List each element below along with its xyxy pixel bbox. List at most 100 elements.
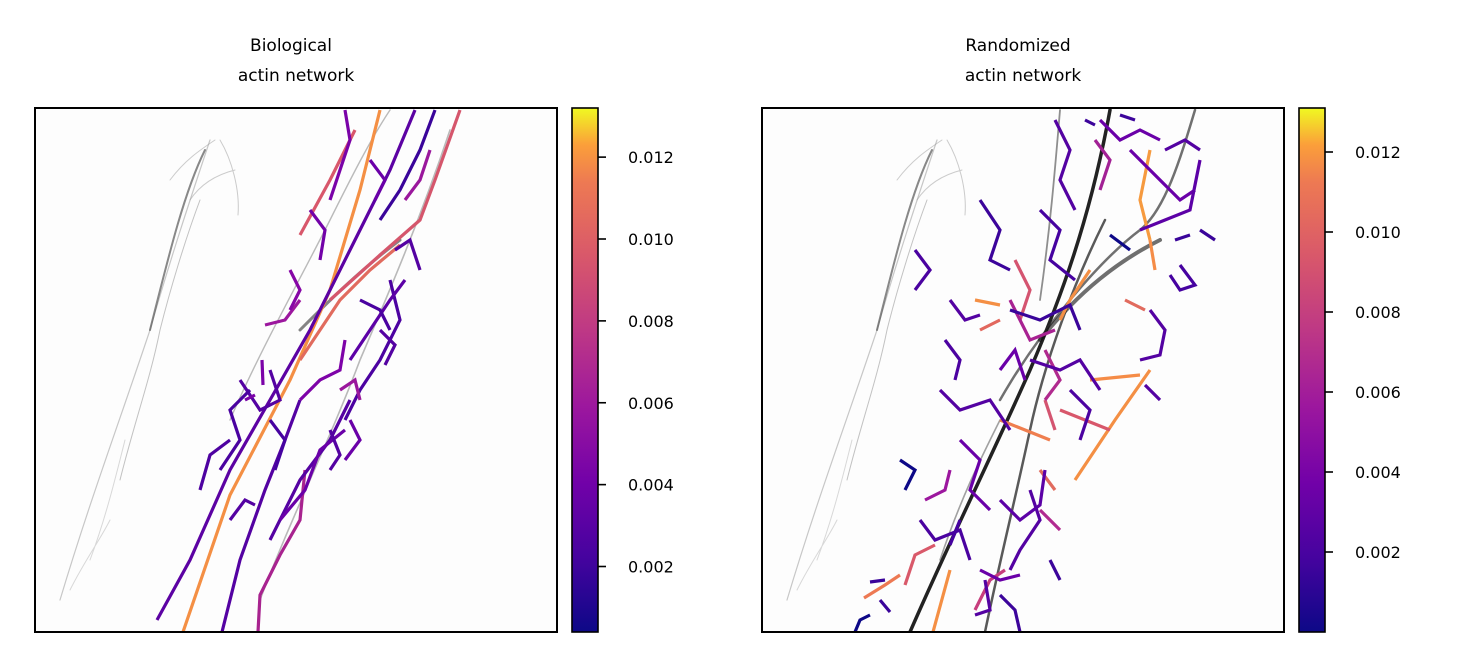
right-dark-filament (1039, 109, 1061, 301)
left-edge (220, 399, 302, 632)
left-edge (368, 159, 387, 201)
right-edge (899, 458, 918, 491)
right-edge (979, 568, 1021, 582)
left-edge (359, 298, 392, 331)
right-edge (1084, 113, 1136, 127)
right-edge (974, 298, 1001, 307)
right-edge (1013, 259, 1032, 321)
left-edge (343, 419, 362, 461)
left-edge (264, 299, 302, 327)
left-colorbar-tick-label: 0.008 (628, 312, 674, 331)
left-edge (228, 497, 256, 521)
left-edge (328, 109, 352, 201)
left-faint-filament (69, 439, 126, 591)
left-edge (348, 279, 407, 361)
left-edge (288, 269, 302, 311)
right-edge (943, 339, 962, 381)
right-edge (1068, 388, 1092, 441)
right-edge (999, 418, 1051, 442)
right-colorbar-tick-label: 0.008 (1355, 303, 1401, 322)
right-edge (1053, 119, 1077, 211)
right-edge (1089, 373, 1141, 382)
right-edge (1043, 399, 1057, 431)
right-edge (948, 299, 981, 322)
right-edge (869, 578, 892, 614)
left-colorbar-tick-label: 0.006 (628, 394, 674, 413)
right-edge (974, 579, 992, 617)
right-edge (1008, 489, 1042, 571)
right-edge (973, 568, 1006, 611)
right-edge (1109, 233, 1131, 252)
left-faint-filament (169, 139, 239, 216)
right-edge (1124, 298, 1146, 312)
right-edge (853, 613, 871, 632)
right-edge (913, 249, 932, 291)
right-edge (1168, 264, 1198, 292)
left-faint-filament (259, 129, 451, 601)
left-faint-filament (119, 199, 201, 481)
right-edge (1038, 469, 1057, 491)
right-edge (1174, 228, 1216, 242)
left-colorbar-tick-label: 0.010 (628, 230, 674, 249)
right-edge (1058, 269, 1092, 321)
right-edge (903, 543, 936, 586)
right-title-line1: Randomized (965, 36, 1070, 56)
right-network-edges (853, 113, 1216, 632)
right-dark-filament (908, 108, 1112, 632)
right-edge (948, 519, 962, 546)
left-edge (378, 328, 397, 366)
left-plot-frame (34, 107, 558, 633)
right-colorbar-tick-label: 0.012 (1355, 143, 1401, 162)
left-edge (256, 469, 307, 632)
right-colorbar-tick-label: 0.006 (1355, 383, 1401, 402)
right-edge (1164, 138, 1201, 152)
right-edge (1009, 302, 1082, 331)
right-faint-filament (896, 139, 966, 216)
left-edge (328, 429, 342, 471)
right-edge (1073, 369, 1152, 481)
right-edge (1038, 208, 1076, 282)
right-dark-filament (1038, 238, 1162, 342)
right-edge (924, 469, 952, 502)
left-title-line2: actin network (238, 66, 355, 86)
right-edge (978, 199, 1011, 272)
right-edge (1029, 357, 1102, 391)
right-panel: Randomized actin network (761, 36, 1401, 633)
right-edge (918, 519, 972, 561)
right-colorbar-tick-label: 0.004 (1355, 463, 1401, 482)
right-edge (1048, 559, 1062, 581)
left-edge (403, 149, 432, 201)
right-dark-filament (939, 419, 1001, 561)
right-edge (931, 569, 952, 632)
left-edge (343, 279, 402, 421)
left-edge (394, 237, 422, 271)
right-colorbar-tick-label: 0.010 (1355, 223, 1401, 242)
right-faint-filament (796, 439, 853, 591)
right-dark-filament (983, 218, 1107, 632)
left-title-line1: Biological (250, 36, 332, 56)
right-edge (1093, 139, 1112, 191)
right-faint-filament (876, 149, 933, 331)
left-colorbar-tick-label: 0.004 (628, 476, 674, 495)
left-faint-filament (229, 109, 391, 421)
left-edge (378, 109, 437, 221)
left-network-edges (155, 109, 462, 632)
right-colorbar-tick-label: 0.002 (1355, 543, 1401, 562)
left-faint-filament (149, 149, 206, 331)
right-edge (1139, 309, 1167, 362)
right-edge (998, 346, 1027, 381)
left-panel: Biological actin network (34, 36, 674, 633)
left-edge (218, 388, 252, 471)
right-faint-filament (846, 199, 928, 481)
left-edge (268, 419, 287, 471)
right-plot-frame (761, 107, 1285, 633)
right-edge (958, 438, 992, 512)
left-edge (198, 438, 231, 491)
right-edge (1038, 508, 1062, 532)
right-edge (1043, 349, 1062, 401)
left-colorbar-ticks: 0.002 0.004 0.006 0.008 0.010 0.012 (598, 148, 674, 577)
right-edge (1098, 118, 1161, 142)
left-colorbar-tick-label: 0.002 (628, 558, 674, 577)
left-colorbar-tick-label: 0.012 (628, 148, 674, 167)
